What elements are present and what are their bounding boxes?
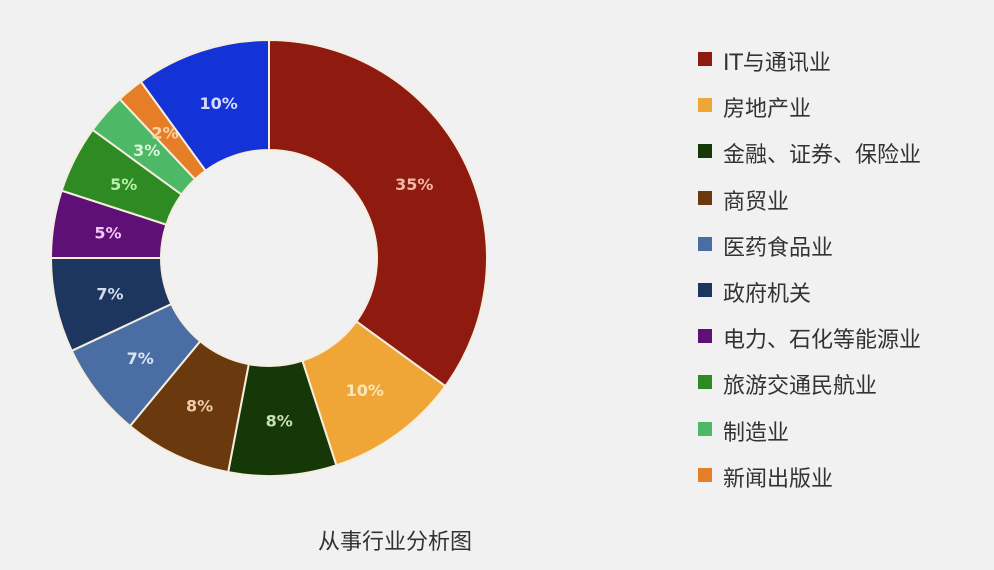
legend-swatch	[698, 467, 712, 482]
slice-label: 10%	[199, 94, 237, 113]
legend-item: 新闻出版业	[698, 454, 921, 500]
legend: IT与通讯业 房地产业 金融、证券、保险业 商贸业 医药食品业 政府机关 电力、…	[698, 38, 921, 500]
legend-label: 制造业	[723, 420, 790, 446]
legend-swatch	[698, 144, 712, 159]
legend-item: 旅游交通民航业	[698, 361, 921, 407]
legend-item: 电力、石化等能源业	[698, 315, 921, 361]
legend-item: 政府机关	[698, 269, 921, 315]
slice-label: 5%	[110, 175, 137, 194]
legend-swatch	[698, 190, 712, 205]
donut-slice	[139, 38, 270, 173]
slice-label: 8%	[266, 412, 293, 431]
legend-item: 房地产业	[698, 84, 921, 130]
legend-label: 旅游交通民航业	[723, 374, 878, 400]
donut-slice	[268, 38, 488, 388]
legend-swatch	[698, 52, 712, 67]
legend-item: 制造业	[698, 408, 921, 454]
legend-item: 商贸业	[698, 177, 921, 223]
legend-label: 房地产业	[723, 97, 812, 123]
slice-label: 5%	[94, 224, 121, 243]
legend-label: IT与通讯业	[723, 51, 831, 77]
legend-label: 商贸业	[723, 189, 790, 215]
legend-swatch	[698, 375, 712, 390]
slice-label: 35%	[395, 175, 433, 194]
legend-swatch	[698, 236, 712, 251]
legend-swatch	[698, 283, 712, 298]
legend-swatch	[698, 98, 712, 113]
legend-label: 政府机关	[723, 282, 812, 308]
legend-swatch	[698, 421, 712, 436]
legend-label: 金融、证券、保险业	[723, 143, 922, 169]
legend-swatch	[698, 329, 712, 344]
slice-label: 8%	[186, 396, 213, 415]
slice-label: 2%	[152, 123, 179, 142]
legend-label: 新闻出版业	[723, 466, 834, 492]
legend-item: 医药食品业	[698, 223, 921, 269]
slice-label: 3%	[133, 141, 160, 160]
legend-label: 医药食品业	[723, 235, 834, 261]
legend-item: IT与通讯业	[698, 38, 921, 84]
legend-label: 电力、石化等能源业	[723, 328, 922, 354]
chart-title: 从事行业分析图	[317, 530, 472, 555]
slice-label: 7%	[96, 285, 123, 304]
slice-label: 7%	[127, 349, 154, 368]
slice-label: 10%	[346, 381, 384, 400]
legend-item: 金融、证券、保险业	[698, 130, 921, 176]
